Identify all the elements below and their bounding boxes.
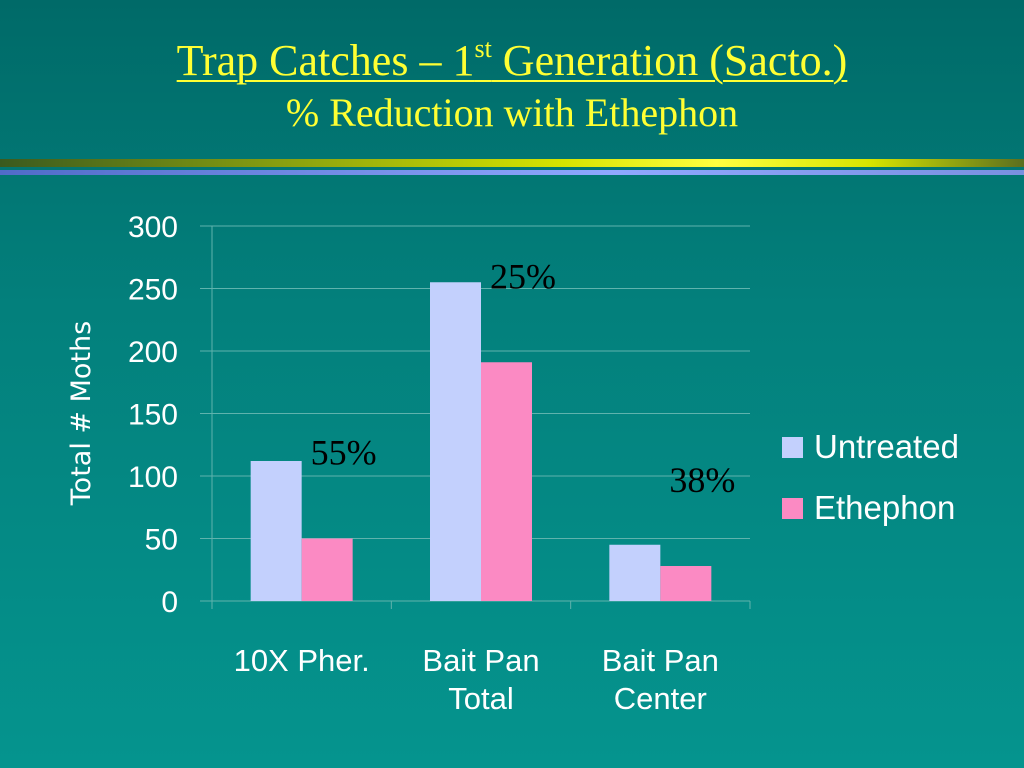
title-superscript: st [474, 34, 492, 63]
slide-subtitle: % Reduction with Ethephon [285, 90, 739, 135]
title-divider-yellow [0, 159, 1024, 167]
bar-untreated [430, 282, 481, 601]
y-tick-label: 150 [128, 399, 178, 432]
x-category-label: Total [448, 681, 513, 716]
y-tick-label: 250 [128, 274, 178, 307]
bar-untreated [609, 544, 661, 601]
slide-title-block: Trap Catches – 1st Generation (Sacto.) %… [0, 34, 1024, 138]
y-tick-label: 0 [161, 586, 178, 619]
x-category-label: 10X Pher. [234, 643, 370, 678]
slide-title: Trap Catches – 1st Generation (Sacto.) [0, 34, 1024, 88]
legend-label-untreated: Untreated [814, 428, 959, 465]
bar-ethephon [301, 538, 353, 601]
y-tick-label: 200 [128, 336, 178, 369]
reduction-annotation: 38% [669, 460, 735, 500]
x-category-label: Bait Pan [422, 643, 539, 678]
y-tick-label: 100 [128, 461, 178, 494]
title-rest: Generation (Sacto.) [491, 36, 848, 85]
legend-swatch-untreated [782, 437, 803, 458]
legend-swatch-ethephon [782, 498, 803, 519]
bar-ethephon [660, 566, 712, 601]
x-category-label: Bait Pan [602, 643, 719, 678]
title-divider-blue [0, 170, 1024, 175]
bar-ethephon [481, 362, 532, 601]
y-tick-label: 300 [128, 211, 178, 244]
x-category-label: Center [614, 681, 707, 716]
y-axis-title: Total # Moths [66, 321, 97, 506]
legend-label-ethephon: Ethephon [814, 489, 955, 526]
bar-untreated [250, 461, 302, 601]
reduction-annotation: 55% [311, 433, 377, 473]
y-tick-label: 50 [145, 524, 178, 557]
reduction-annotation: 25% [490, 256, 556, 296]
title-main: Trap Catches – 1 [176, 36, 475, 85]
